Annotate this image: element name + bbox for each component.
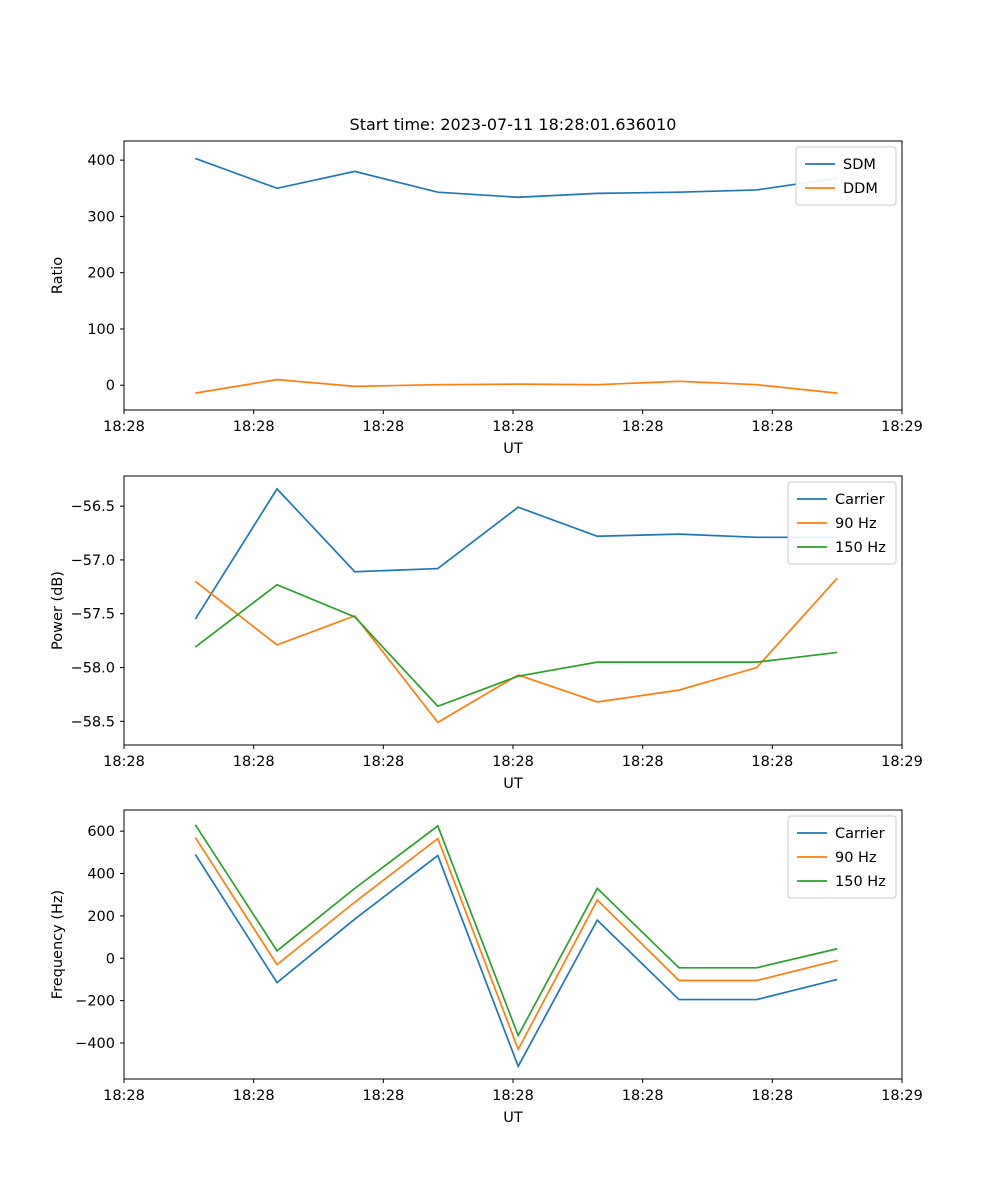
panel-ratio-xtick-label: 18:28	[103, 419, 145, 435]
panel-frequency-legend-box	[787, 815, 897, 899]
panel-frequency-xtick-label: 18:29	[881, 1088, 923, 1104]
panel-ratio-xtick-label: 18:28	[622, 419, 664, 435]
panel-ratio-xtick-label: 18:28	[233, 419, 275, 435]
panel-frequency-xtick-label: 18:28	[492, 1088, 534, 1104]
panel-frequency-series-90-hz	[194, 837, 838, 1052]
panel-ratio-xtick-label: 18:28	[492, 419, 534, 435]
panel-power: 18:28 18:28 18:28 18:28 18:28 18:28 18:29 UT −56…	[50, 475, 923, 792]
panel-power-legend: Carrier 90 Hz 150 Hz	[787, 481, 897, 565]
panel-frequency-ylabel: Frequency (Hz)	[50, 890, 66, 999]
panel-frequency-series-150-hz	[194, 824, 838, 1038]
panel-frequency-ytick-label: 400	[87, 867, 115, 883]
panel-ratio-xtick-label: 18:28	[362, 419, 404, 435]
panel-power-legend-box	[787, 481, 897, 565]
panel-ratio-ylabel: Ratio	[50, 257, 66, 294]
panel-ratio-legend: SDM DDM	[795, 146, 897, 206]
panel-power-ytick-label: −57.0	[71, 553, 115, 569]
panel-power-ytick-label: −58.0	[71, 661, 115, 677]
figure-title: Start time: 2023-07-11 18:28:01.636010	[350, 115, 677, 134]
panel-ratio-series-sdm	[195, 157, 838, 199]
panel-ratio-legend-label-1: DDM	[843, 181, 878, 197]
panel-ratio-ytick-label: 400	[87, 153, 115, 169]
panel-frequency-series-carrier	[194, 854, 838, 1069]
panel-ratio-ytick-label: 200	[87, 266, 115, 282]
panel-power-legend-label-2: 150 Hz	[835, 540, 886, 556]
panel-power-xtick-label: 18:28	[622, 754, 664, 770]
panel-frequency-xtick-label: 18:28	[751, 1088, 793, 1104]
panel-frequency-xtick-label: 18:28	[233, 1088, 275, 1104]
panel-frequency: 18:28 18:28 18:28 18:28 18:28 18:28 18:29 UT −40…	[50, 809, 923, 1126]
panel-power-legend-label-1: 90 Hz	[835, 516, 877, 532]
panel-frequency-xtick-label: 18:28	[362, 1088, 404, 1104]
panel-ratio-series-ddm	[195, 378, 838, 394]
panel-power-ylabel: Power (dB)	[50, 571, 66, 650]
panel-power-series-90-hz	[194, 577, 838, 724]
panel-frequency-ytick-label: 600	[87, 824, 115, 840]
panel-power-frame	[123, 475, 903, 746]
panel-ratio-data	[195, 157, 838, 394]
panel-frequency-ytick-label: −200	[75, 994, 115, 1010]
panel-power-ytick-label: −58.5	[71, 714, 115, 730]
panel-frequency-legend-label-0: Carrier	[835, 826, 885, 842]
panel-power-xtick-label: 18:28	[751, 754, 793, 770]
panel-frequency-ytick-label: 0	[106, 951, 115, 967]
panel-ratio-legend-box	[795, 146, 897, 206]
panel-frequency-legend-label-1: 90 Hz	[835, 850, 877, 866]
panel-ratio-frame	[123, 140, 903, 411]
panel-frequency-xtick-label: 18:28	[103, 1088, 145, 1104]
panel-ratio-ytick-label: 300	[87, 209, 115, 225]
panel-power-xtick-label: 18:29	[881, 754, 923, 770]
panel-frequency-xtick-label: 18:28	[622, 1088, 664, 1104]
panel-power-xtick-label: 18:28	[103, 754, 145, 770]
panel-ratio-xtick-label: 18:29	[881, 419, 923, 435]
panel-power-xtick-label: 18:28	[233, 754, 275, 770]
panel-power-legend-label-0: Carrier	[835, 492, 885, 508]
panel-power-ytick-label: −57.5	[71, 607, 115, 623]
panel-frequency-data	[194, 824, 838, 1069]
panel-power-xlabel: UT	[503, 776, 523, 792]
panel-frequency-ytick-label: −400	[75, 1036, 115, 1052]
panel-frequency-legend: Carrier 90 Hz 150 Hz	[787, 815, 897, 899]
panel-power-ytick-label: −56.5	[71, 499, 115, 515]
panel-frequency-frame	[123, 809, 903, 1080]
panel-ratio-xtick-label: 18:28	[751, 419, 793, 435]
panel-power-series-carrier	[194, 487, 838, 620]
panel-ratio-ytick-label: 0	[106, 378, 115, 394]
panel-ratio-ytick-label: 100	[87, 322, 115, 338]
panel-ratio-legend-label-0: SDM	[843, 157, 876, 173]
panel-power-xtick-label: 18:28	[362, 754, 404, 770]
panel-ratio: 18:28 18:28 18:28 18:28 18:28 18:28 18:29 UT 0 10…	[50, 140, 923, 457]
panel-frequency-legend-label-2: 150 Hz	[835, 874, 886, 890]
panel-power-series-150-hz	[194, 583, 838, 708]
panel-frequency-xlabel: UT	[503, 1110, 523, 1126]
panel-power-data	[194, 487, 838, 724]
panel-power-xtick-label: 18:28	[492, 754, 534, 770]
panel-frequency-ytick-label: 200	[87, 909, 115, 925]
panel-ratio-xlabel: UT	[503, 441, 523, 457]
